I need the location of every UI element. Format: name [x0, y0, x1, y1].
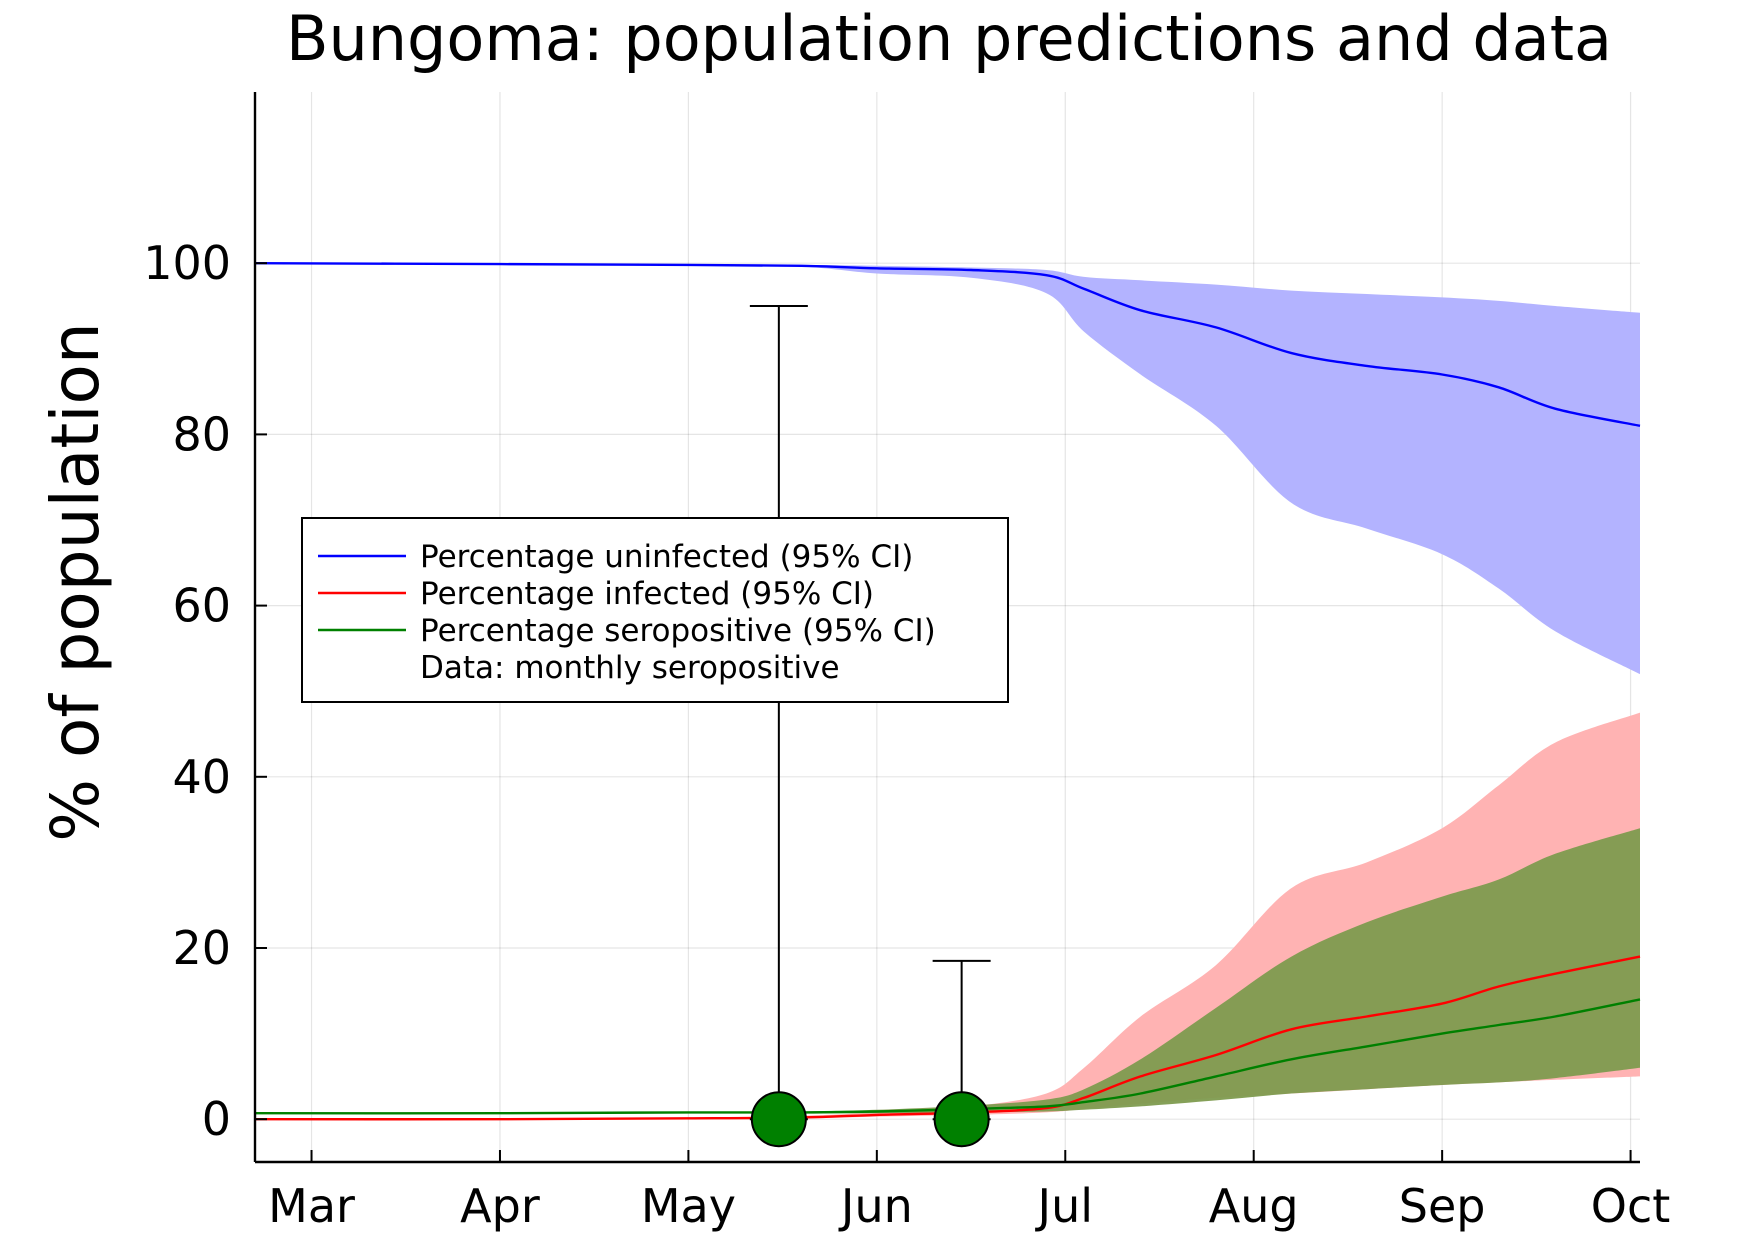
confidence-bands	[255, 263, 1640, 1120]
line-infected	[254, 955, 1641, 1121]
legend-label-1: Percentage uninfected (95% CI)	[420, 539, 913, 575]
x-tick-label-apr: Apr	[460, 1179, 540, 1233]
x-tick-label-mar: Mar	[268, 1179, 355, 1233]
y-tick-label-80: 80	[172, 407, 231, 461]
legend-label-2: Percentage infected (95% CI)	[420, 576, 874, 612]
y-axis-label: % of population	[37, 322, 114, 842]
legend-label-3: Percentage seropositive (95% CI)	[420, 613, 936, 649]
line-seropositive	[254, 998, 1641, 1115]
y-tick-label-40: 40	[172, 750, 231, 804]
axes	[253, 92, 1640, 1164]
y-tick-label-20: 20	[172, 921, 231, 975]
x-tick-label-oct: Oct	[1591, 1179, 1671, 1233]
x-tick-label-jul: Jul	[1035, 1179, 1094, 1233]
series-lines	[254, 262, 1641, 1121]
x-tick-label-jun: Jun	[838, 1179, 913, 1233]
line-uninfected	[254, 262, 1641, 427]
legend: Percentage uninfected (95% CI)Percentage…	[301, 517, 1009, 703]
chart-title: Bungoma: population predictions and data	[286, 2, 1612, 75]
data-point-1	[750, 1091, 807, 1148]
y-tick-label-0: 0	[202, 1092, 231, 1146]
x-tick-label-may: May	[641, 1179, 736, 1233]
band-seropositive	[255, 828, 1640, 1114]
legend-box	[301, 517, 1009, 703]
error-bars	[749, 305, 991, 1121]
x-tick-labels: Mar Apr May Jun Jul Aug Sep Oct	[268, 1150, 1670, 1233]
x-tick-label-aug: Aug	[1209, 1179, 1299, 1233]
x-tick-label-sep: Sep	[1399, 1179, 1486, 1233]
data-points	[750, 1091, 990, 1148]
legend-label-4: Data: monthly seropositive	[420, 650, 840, 686]
y-tick-label-100: 100	[143, 236, 231, 290]
band-uninfected	[255, 263, 1640, 675]
y-tick-label-60: 60	[172, 579, 231, 633]
data-point-2	[933, 1091, 990, 1148]
y-tick-labels: 0 20 40 60 80 100	[143, 236, 267, 1146]
